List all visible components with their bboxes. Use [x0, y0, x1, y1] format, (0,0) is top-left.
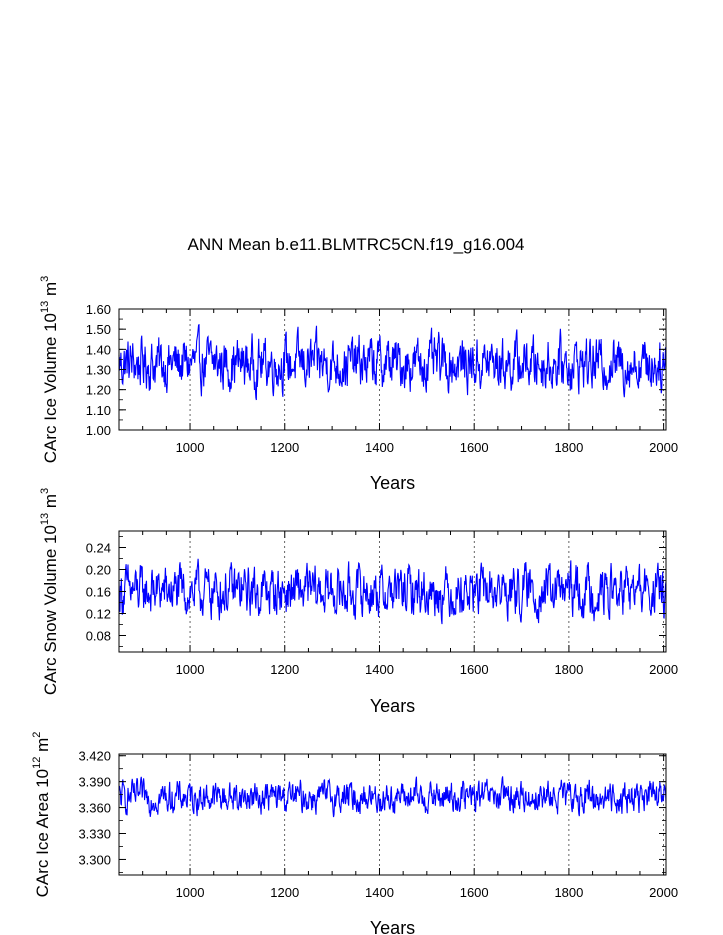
y-tick-label: 3.300 [78, 852, 111, 867]
y-tick-label: 1.20 [86, 383, 111, 398]
x-tick-label: 1800 [554, 885, 583, 900]
y-tick-label: 0.12 [86, 607, 111, 622]
y-tick-label: 1.00 [86, 423, 111, 438]
plot-frame [118, 753, 667, 876]
panels-group: 1000 1200 1400 1600 1800 2000 1.00 1.10 1.20 1.30… [31, 276, 678, 935]
y-axis-label: CArc Ice Area 1012 m2 [31, 732, 52, 898]
y-tick-label: 3.330 [78, 827, 111, 842]
y-tick-label: 1.40 [86, 342, 111, 357]
series-line-snow_volume [118, 558, 667, 625]
x-tick-label: 1400 [365, 885, 394, 900]
x-tick-label: 1600 [460, 662, 489, 677]
y-tick-label: 1.10 [86, 403, 111, 418]
x-tick-label: 2000 [649, 440, 678, 455]
series-line-ice_volume [118, 323, 667, 401]
x-axis-label: Years [370, 473, 415, 493]
y-axis-label: CArc Snow Volume 1013 m3 [39, 488, 60, 695]
x-tick-label: 1200 [270, 662, 299, 677]
y-tick-label: 3.420 [78, 749, 111, 764]
y-tick-label: 3.360 [78, 801, 111, 816]
y-axis-label: CArc Ice Volume 1013 m3 [39, 276, 60, 464]
chart-title: ANN Mean b.e11.BLMTRC5CN.f19_g16.004 [187, 235, 524, 254]
x-tick-label: 1600 [460, 440, 489, 455]
x-tick-label: 1400 [365, 662, 394, 677]
x-tick-label: 1200 [270, 440, 299, 455]
plot-frame [118, 530, 667, 653]
y-tick-label: 0.08 [86, 629, 111, 644]
y-tick-label: 0.16 [86, 585, 111, 600]
x-axis-label: Years [370, 696, 415, 716]
x-tick-label: 1800 [554, 662, 583, 677]
x-tick-label: 1000 [176, 662, 205, 677]
panel-1: 1000 1200 1400 1600 1800 2000 1.00 1.10 1.20 1.30… [39, 276, 678, 493]
y-tick-label: 1.30 [86, 363, 111, 378]
series-line-ice_area [118, 776, 667, 818]
panel-2: 1000 1200 1400 1600 1800 2000 0.08 0.12 0.16 0.20… [39, 488, 678, 716]
x-tick-label: 1800 [554, 440, 583, 455]
panel-3: 1000 1200 1400 1600 1800 2000 3.300 3.330 3.360 3… [31, 732, 678, 935]
y-tick-label: 1.60 [86, 302, 111, 317]
x-tick-label: 1400 [365, 440, 394, 455]
y-tick-label: 0.20 [86, 563, 111, 578]
x-tick-label: 1600 [460, 885, 489, 900]
x-tick-label: 1200 [270, 885, 299, 900]
x-tick-label: 1000 [176, 885, 205, 900]
x-tick-label: 2000 [649, 885, 678, 900]
x-tick-label: 1000 [176, 440, 205, 455]
y-tick-label: 1.50 [86, 322, 111, 337]
x-tick-label: 2000 [649, 662, 678, 677]
x-axis-label: Years [370, 918, 415, 935]
y-tick-label: 3.390 [78, 775, 111, 790]
y-tick-label: 0.24 [86, 541, 111, 556]
